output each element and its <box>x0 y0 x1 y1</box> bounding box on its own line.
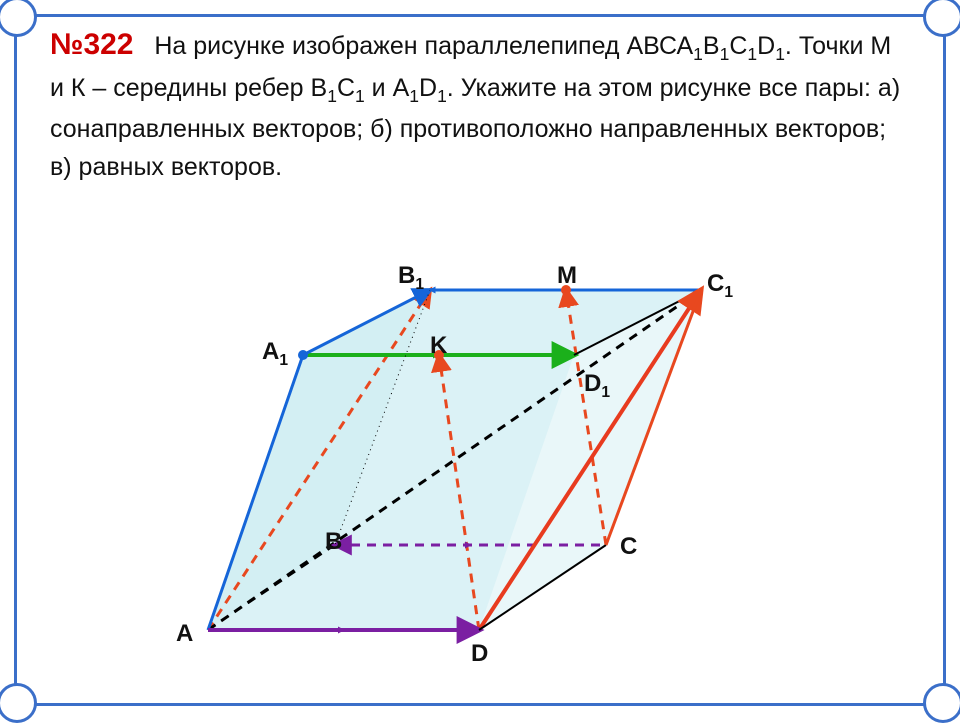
vertex-label-M: M <box>557 262 577 290</box>
vertex-label-C: C <box>620 533 637 561</box>
vertex-label-B: B <box>325 528 342 556</box>
vertex-label-B1: B1 <box>398 262 424 294</box>
vertex-label-A: A <box>176 620 193 648</box>
parallelepiped-diagram <box>0 0 960 720</box>
vertex-label-D: D <box>471 640 488 668</box>
vertex-label-A1: A1 <box>262 338 288 370</box>
vertex-label-D1: D1 <box>584 370 610 402</box>
vertex-label-C1: C1 <box>707 270 733 302</box>
vertex-label-K: K <box>430 332 447 360</box>
